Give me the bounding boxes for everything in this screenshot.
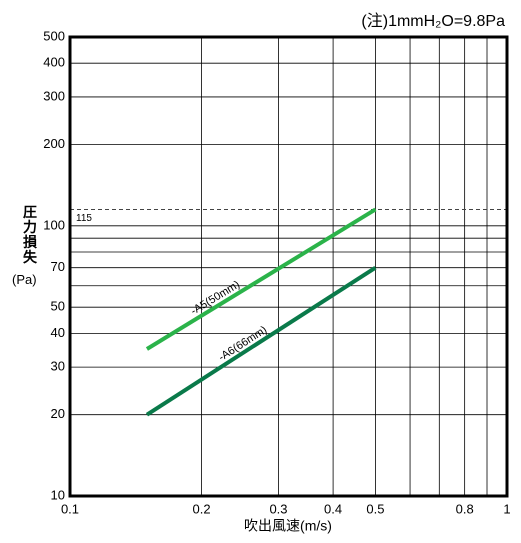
y-tick-label: 50 [51,299,65,314]
y-tick-label: 200 [43,136,65,151]
x-tick-label: 0.8 [456,501,474,516]
y-tick-label: 10 [51,487,65,502]
series-line [145,266,377,417]
y-tick-label: 100 [43,217,65,232]
y-axis-label: 圧力損失 [23,204,37,265]
y-tick-label: 70 [51,259,65,274]
y-tick-label: 400 [43,55,65,70]
y-tick-label: 500 [43,28,65,43]
x-tick-label: 0.5 [366,501,384,516]
note: (注)1mmH₂O=9.8Pa [361,12,505,30]
y-tick-label: 300 [43,88,65,103]
x-tick-label: 0.2 [193,501,211,516]
y-axis-unit: (Pa) [12,272,37,287]
x-tick-label: 0.4 [324,501,342,516]
series-line [145,207,377,351]
x-tick-label: 0.3 [269,501,287,516]
y-tick-label: 30 [51,359,65,374]
reference-label: 115 [76,213,92,224]
plot-frame [68,35,509,498]
series-label: -A6(66mm) [216,324,269,364]
x-tick-label: 0.1 [61,501,79,516]
x-axis-label: 吹出風速(m/s) [244,518,332,534]
y-tick-label: 40 [51,325,65,340]
x-tick-label: 1 [503,501,510,516]
y-tick-label: 20 [51,406,65,421]
